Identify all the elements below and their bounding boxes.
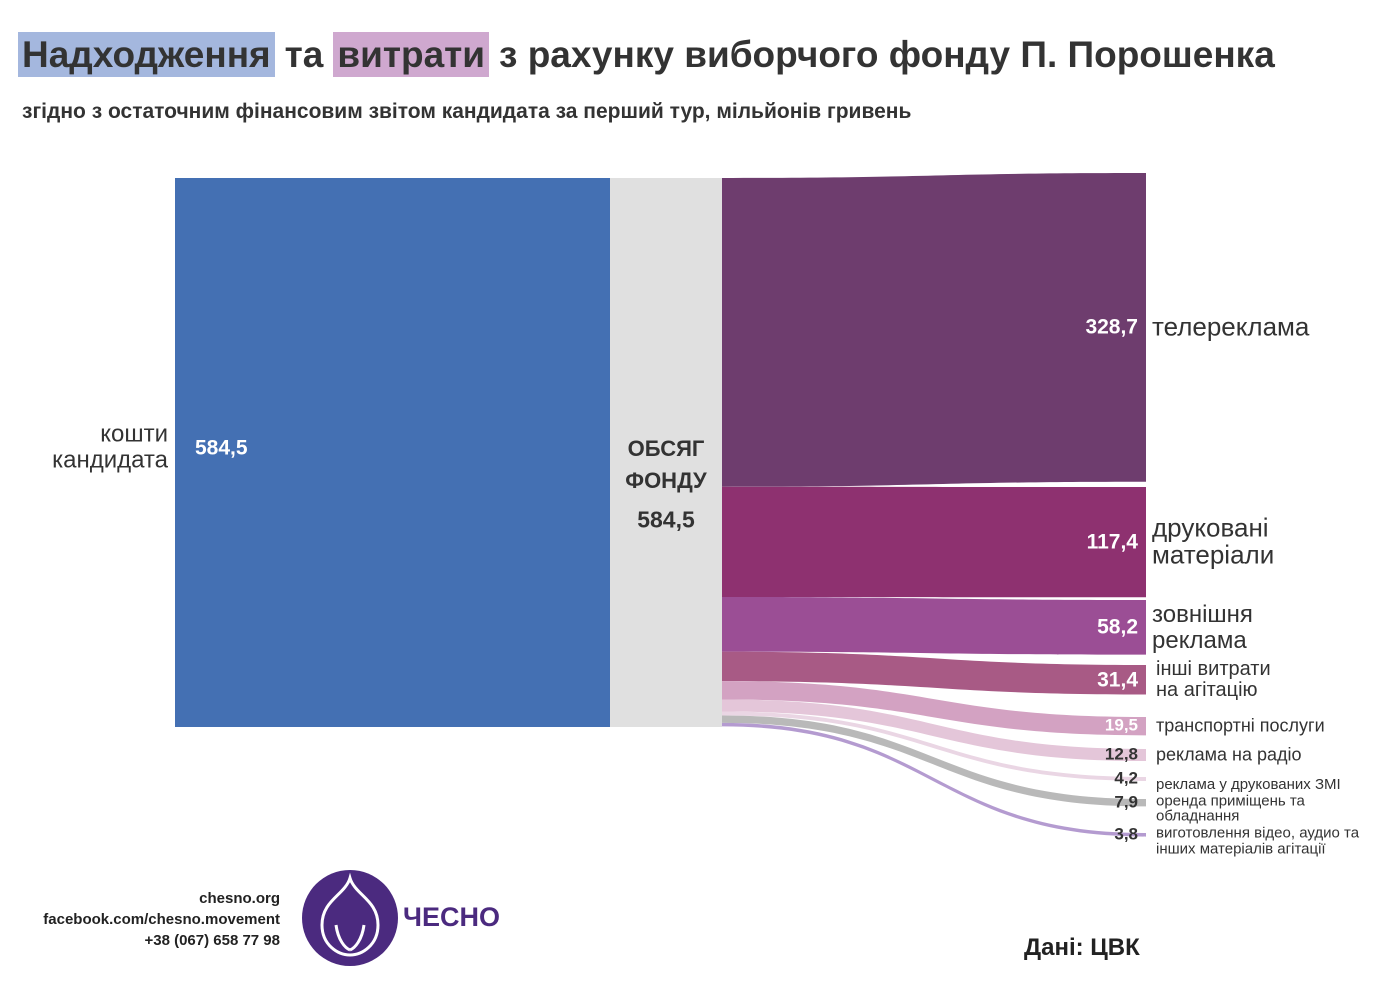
value-label: 58,2 (1097, 615, 1138, 639)
source-note: Дані: ЦВК (1024, 934, 1140, 961)
target-label: друковані матеріали (1152, 512, 1275, 571)
source-label: кошти кандидата (52, 420, 168, 474)
value-label: 12,8 (1104, 744, 1138, 764)
value-label: 117,4 (1086, 530, 1138, 554)
title-part: Надходження (18, 32, 275, 77)
fund-node (610, 178, 722, 727)
target-label: зовнішня реклама (1152, 601, 1253, 654)
value-label: 7,9 (1114, 792, 1138, 812)
flow (722, 651, 1146, 695)
value-label: 328,7 (1085, 315, 1138, 339)
logo (302, 870, 398, 966)
flow (722, 173, 1146, 487)
brand: ЧЕСНО (403, 902, 500, 932)
title-part: з рахунку виборчого фонду П. Порошенка (499, 34, 1275, 75)
title-part: та (284, 34, 324, 75)
value-label: 584,5 (637, 506, 695, 533)
flow (722, 715, 1146, 807)
value-label: 31,4 (1097, 668, 1138, 692)
chart-subtitle: згідно з остаточним фінансовим звітом ка… (22, 100, 912, 123)
value-label: 584,5 (195, 436, 248, 460)
flow (722, 722, 1146, 837)
target-label: телереклама (1152, 311, 1310, 342)
value-label: 4,2 (1114, 768, 1138, 788)
contacts: chesno.org facebook.com/chesno.movement … (0, 888, 280, 951)
contact: +38 (067) 658 77 98 (144, 932, 280, 949)
target-label: виготовлення відео, аудио та інших матер… (1156, 824, 1360, 857)
contact: chesno.org (199, 890, 280, 907)
flow (722, 699, 1146, 762)
target-label: інші витрати на агітацію (1156, 657, 1271, 701)
target-label: реклама у друкованих ЗМІ (1156, 776, 1341, 794)
flow (722, 597, 1146, 655)
logo-icon (320, 872, 380, 957)
flow (722, 711, 1146, 781)
flow (722, 486, 1146, 598)
source-node (175, 178, 610, 727)
fund-label: ОБСЯГ ФОНДУ (625, 436, 707, 493)
value-label: 3,8 (1114, 824, 1138, 844)
chart-title: Надходження та витрати з рахунку виборчого … (18, 32, 1285, 77)
contact: facebook.com/chesno.movement (43, 911, 280, 928)
target-label: оренда приміщень та обладнання (1156, 791, 1305, 825)
value-label: 19,5 (1104, 715, 1138, 735)
target-label: транспортні послуги (1156, 715, 1325, 736)
flow (722, 681, 1146, 736)
target-label: реклама на радіо (1156, 744, 1302, 765)
title-part: витрати (333, 32, 490, 77)
